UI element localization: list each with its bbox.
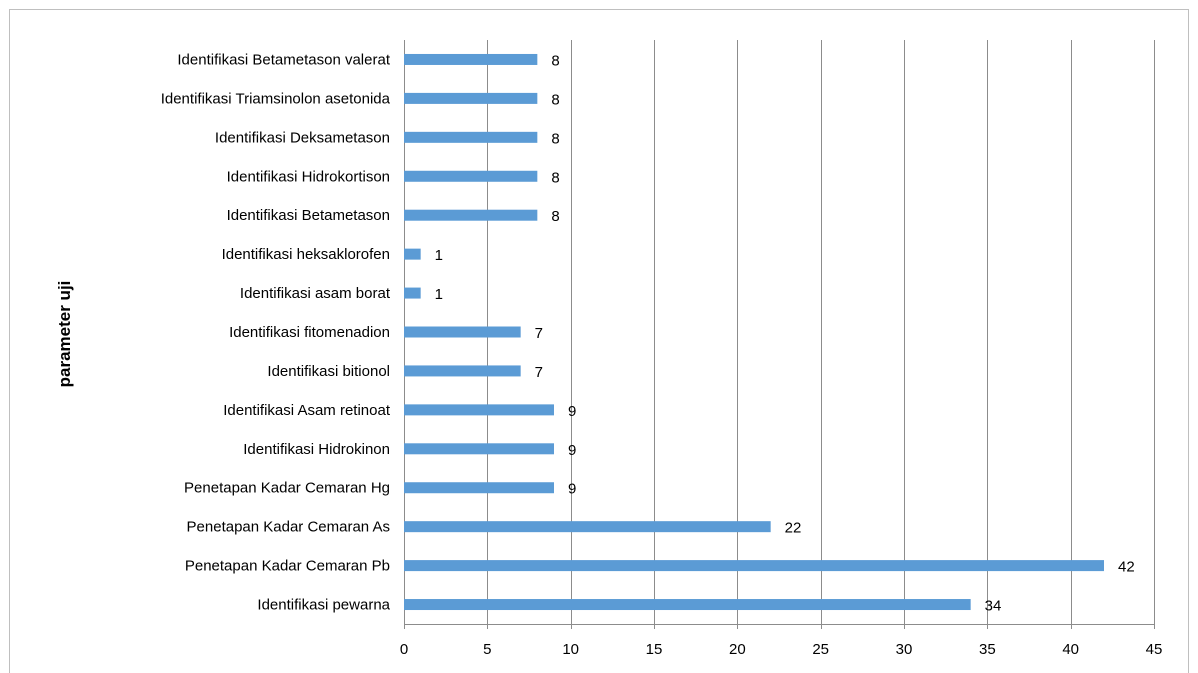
x-tick-label: 0 bbox=[400, 641, 408, 658]
bar bbox=[404, 365, 521, 377]
bar bbox=[404, 482, 554, 494]
bar bbox=[404, 560, 1104, 572]
category-label: Penetapan Kadar Cemaran As bbox=[187, 519, 390, 536]
data-label: 7 bbox=[535, 325, 543, 342]
category-label: Identifikasi Triamsinolon asetonida bbox=[161, 90, 391, 107]
bar bbox=[404, 131, 538, 143]
category-label: Identifikasi Deksametason bbox=[215, 129, 390, 146]
x-tick-label: 20 bbox=[729, 641, 746, 658]
data-label: 8 bbox=[551, 169, 559, 186]
x-tick-label: 5 bbox=[483, 641, 491, 658]
category-label: Identifikasi pewarna bbox=[257, 597, 390, 614]
bar bbox=[404, 248, 421, 260]
bar bbox=[404, 521, 771, 533]
data-label: 9 bbox=[568, 481, 576, 498]
category-label: Identifikasi Betametason bbox=[227, 207, 390, 224]
category-label: Identifikasi bitionol bbox=[267, 363, 390, 380]
data-label: 8 bbox=[551, 208, 559, 225]
data-label: 34 bbox=[985, 598, 1002, 615]
category-label: Identifikasi fitomenadion bbox=[229, 324, 390, 341]
chart-frame bbox=[9, 9, 1189, 673]
data-label: 22 bbox=[785, 520, 802, 537]
bar bbox=[404, 170, 538, 182]
data-label: 42 bbox=[1118, 559, 1135, 576]
x-tick-labels: 0 5 10 15 20 25 30 35 40 45 bbox=[400, 641, 1163, 658]
data-label: 8 bbox=[551, 52, 559, 69]
category-label: Penetapan Kadar Cemaran Pb bbox=[185, 558, 390, 575]
category-label: Identifikasi Hidrokinon bbox=[243, 441, 390, 458]
category-label: Identifikasi Asam retinoat bbox=[223, 402, 391, 419]
category-label: Identifikasi heksaklorofen bbox=[222, 246, 390, 263]
data-label: 7 bbox=[535, 364, 543, 381]
x-tick-label: 45 bbox=[1146, 641, 1163, 658]
data-label: 8 bbox=[551, 91, 559, 108]
category-label: Penetapan Kadar Cemaran Hg bbox=[184, 480, 390, 497]
data-label: 1 bbox=[435, 247, 443, 264]
data-label: 9 bbox=[568, 442, 576, 459]
data-label: 8 bbox=[551, 130, 559, 147]
bar bbox=[404, 287, 421, 299]
data-label: 1 bbox=[435, 286, 443, 303]
category-labels: Identifikasi pewarna Penetapan Kadar Cema… bbox=[161, 51, 391, 613]
category-label: Identifikasi Hidrokortison bbox=[227, 168, 390, 185]
x-tick-label: 10 bbox=[562, 641, 579, 658]
x-tick-label: 40 bbox=[1062, 641, 1079, 658]
bar bbox=[404, 209, 538, 221]
bar bbox=[404, 92, 538, 104]
data-label: 9 bbox=[568, 403, 576, 420]
bar bbox=[404, 404, 554, 416]
x-tick-label: 35 bbox=[979, 641, 996, 658]
bars bbox=[404, 53, 1104, 611]
category-label: Identifikasi Betametason valerat bbox=[177, 51, 390, 68]
x-tick-label: 25 bbox=[812, 641, 829, 658]
bar bbox=[404, 599, 971, 611]
y-axis-label: parameter uji bbox=[55, 281, 74, 388]
bar bbox=[404, 53, 538, 65]
bar bbox=[404, 443, 554, 455]
x-tick-label: 15 bbox=[646, 641, 663, 658]
bar bbox=[404, 326, 521, 338]
data-labels: 34 42 22 9 9 9 7 7 1 1 8 8 8 8 8 bbox=[435, 52, 1135, 614]
category-label: Identifikasi asam borat bbox=[240, 285, 391, 302]
x-tick-label: 30 bbox=[896, 641, 913, 658]
